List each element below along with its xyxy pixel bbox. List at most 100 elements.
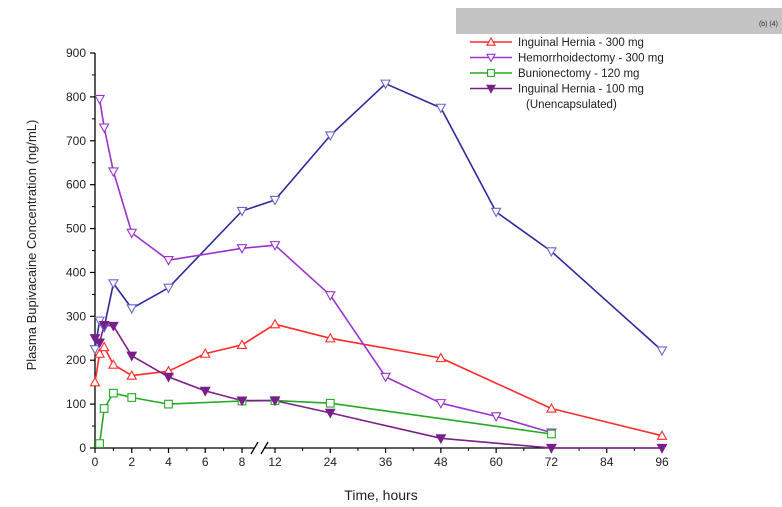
data-point-series-1	[656, 346, 668, 357]
x-tick-label: 48	[434, 455, 448, 469]
legend-label: Hemorrhoidectomy - 300 mg	[518, 53, 664, 65]
data-point-series-0	[545, 402, 557, 413]
data-point-series-2	[236, 244, 248, 254]
y-tick-label: 300	[66, 309, 86, 323]
x-tick-label: 4	[165, 455, 172, 469]
data-point-series-0	[89, 376, 101, 387]
y-tick-label: 600	[66, 178, 86, 192]
x-tick-label: 24	[324, 455, 338, 469]
data-point-series-4	[107, 321, 119, 332]
series-line-2	[98, 98, 552, 434]
y-tick-label: 800	[66, 90, 86, 104]
data-point-series-2	[269, 241, 281, 251]
legend-marker	[487, 69, 495, 77]
data-point-series-0	[98, 341, 110, 352]
legend: Inguinal Hernia - 300 mg Hemorrhoidectomy…	[470, 36, 664, 111]
data-point-series-3	[95, 439, 104, 448]
series-lines	[94, 82, 663, 449]
axis-break-mark	[260, 441, 269, 455]
data-point-series-0	[435, 352, 447, 363]
data-point-series-4	[435, 434, 447, 444]
data-point-series-0	[107, 358, 119, 369]
y-tick-label: 700	[66, 134, 86, 148]
data-point-series-0	[656, 430, 668, 440]
data-point-series-1	[490, 207, 502, 218]
data-point-series-2	[98, 123, 110, 134]
data-point-series-4	[656, 443, 668, 454]
data-point-series-2	[107, 167, 119, 178]
data-point-series-4	[98, 320, 110, 331]
legend-label: Bunionectomy - 120 mg	[518, 68, 639, 80]
data-point-series-3	[109, 388, 118, 398]
data-point-series-0	[236, 339, 248, 350]
legend-sublabel: (Unencapsulated)	[526, 99, 617, 111]
series-line-0	[94, 323, 663, 437]
data-point-series-1	[163, 283, 174, 294]
data-point-series-1	[107, 279, 119, 290]
y-tick-label: 200	[66, 353, 86, 367]
data-point-series-4	[163, 372, 174, 383]
x-tick-label: 2	[128, 455, 135, 469]
data-point-series-2	[490, 412, 502, 423]
data-point-series-1	[380, 79, 392, 90]
x-axis-label: Time, hours	[344, 487, 417, 503]
data-point-series-4	[236, 396, 248, 407]
series-markers	[89, 79, 668, 454]
data-point-series-0	[126, 369, 138, 380]
y-tick-label: 0	[79, 441, 86, 455]
x-tick-label: 84	[600, 455, 614, 469]
data-point-series-2	[94, 94, 106, 105]
y-axis-label: Plasma Bupivacaine Concentration (ng/mL)	[24, 120, 39, 371]
data-point-series-1	[126, 304, 138, 315]
data-point-series-1	[545, 247, 557, 258]
data-point-series-3	[547, 429, 556, 439]
data-point-series-4	[545, 443, 557, 454]
data-point-series-3	[164, 399, 173, 409]
data-point-series-0	[199, 348, 211, 358]
y-tick-label: 400	[66, 265, 86, 279]
data-point-series-4	[324, 408, 336, 419]
data-point-series-4	[94, 338, 106, 349]
y-tick-label: 900	[66, 46, 86, 60]
x-tick-label: 72	[545, 455, 559, 469]
y-tick-label: 500	[66, 222, 86, 236]
data-point-series-1	[236, 206, 248, 217]
x-tick-label: 8	[239, 455, 246, 469]
data-point-series-1	[324, 131, 336, 142]
data-point-series-2	[163, 256, 174, 266]
legend-marker	[486, 36, 496, 46]
data-point-series-2	[324, 291, 336, 301]
x-tick-label: 96	[655, 455, 669, 469]
y-tick-label: 100	[66, 397, 86, 411]
data-point-series-0	[94, 348, 106, 358]
data-point-series-4	[269, 396, 281, 407]
legend-label: Inguinal Hernia - 100 mg	[518, 84, 644, 96]
data-point-series-3	[99, 404, 109, 413]
data-point-series-3	[325, 398, 335, 408]
data-point-series-4	[199, 386, 211, 397]
series-line-1	[94, 82, 663, 352]
data-point-series-1	[269, 195, 281, 206]
x-tick-label: 0	[92, 455, 99, 469]
legend-marker	[486, 84, 496, 94]
data-point-series-1	[435, 103, 447, 114]
data-point-series-1	[89, 345, 101, 355]
data-point-series-2	[380, 372, 392, 383]
data-point-series-0	[324, 332, 336, 343]
series-line-4	[94, 324, 662, 449]
x-tick-label: 6	[202, 455, 209, 469]
data-point-series-0	[269, 318, 281, 329]
redaction-bar: (b) (4)	[456, 8, 782, 34]
axis-break-mark	[250, 441, 259, 455]
x-tick-label: 60	[489, 455, 503, 469]
data-point-series-2	[435, 399, 447, 409]
x-tick-label: 12	[268, 455, 282, 469]
data-point-series-2	[126, 228, 138, 239]
data-point-series-3	[127, 393, 137, 402]
x-tick-label: 36	[379, 455, 393, 469]
legend-marker	[486, 53, 496, 63]
redaction-label: (b) (4)	[758, 21, 778, 28]
legend-label: Inguinal Hernia - 300 mg	[518, 37, 644, 49]
